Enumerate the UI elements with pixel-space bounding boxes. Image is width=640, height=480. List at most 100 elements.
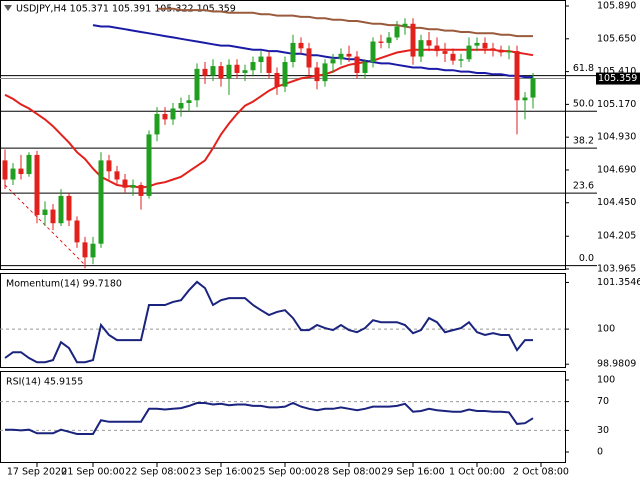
y-tick-label: 103.965: [597, 264, 636, 275]
fib-label: 23.6: [573, 181, 594, 192]
indicator-line: [4, 280, 533, 364]
rsi-title: RSI(14) 45.9155: [6, 377, 83, 388]
y-tick-label: 70: [597, 396, 609, 407]
candle-body: [506, 51, 512, 53]
candle-body: [362, 62, 368, 73]
candle-body: [378, 41, 384, 43]
candle-body: [298, 42, 304, 49]
candle-body: [146, 134, 152, 196]
y-tick-label: 105.650: [597, 33, 636, 44]
candle-body: [482, 42, 488, 49]
candle-body: [98, 160, 104, 244]
candle-body: [226, 64, 232, 79]
candle-body: [2, 160, 8, 180]
candle-body: [34, 154, 40, 216]
candle-body: [410, 23, 416, 57]
main-panel: [0, 0, 566, 270]
candle-body: [242, 70, 248, 73]
y-tick-label: 0: [597, 447, 603, 458]
candle-body: [450, 53, 456, 61]
candle-body: [114, 171, 120, 180]
x-tick-label: 2 Oct 08:00: [513, 467, 569, 478]
fib-label: 61.8: [573, 63, 594, 74]
candle-body: [290, 42, 296, 63]
candle-body: [426, 40, 432, 46]
x-tick-label: 21 Sep 00:00: [61, 467, 124, 478]
candle-body: [130, 184, 136, 188]
fib-label: 50.0: [573, 99, 594, 110]
x-tick-label: 23 Sep 16:00: [189, 467, 252, 478]
y-tick-label: 101.3546: [597, 277, 640, 288]
candle-body: [42, 209, 48, 216]
y-tick-label: 104.450: [597, 197, 636, 208]
momentum-title: Momentum(14) 99.7180: [6, 279, 122, 290]
candle-body: [442, 51, 448, 54]
candle-body: [338, 53, 344, 60]
rsi-panel: [0, 371, 566, 463]
candle-body: [170, 108, 176, 120]
candle-body: [402, 23, 408, 27]
candle-body: [250, 62, 256, 71]
candle-body: [306, 48, 312, 68]
candle-body: [394, 26, 400, 38]
last-price-label: 105.359: [598, 73, 637, 84]
x-tick-label: 17 Sep 2020: [7, 467, 67, 478]
last-price-box: [596, 72, 640, 85]
candle-body: [274, 72, 280, 87]
candle-body: [490, 48, 496, 50]
y-tick-label: 105.170: [597, 99, 636, 110]
candle-body: [18, 168, 24, 175]
main-title: USDJPY,H4 105.371 105.391 105.322 105.35…: [16, 4, 236, 15]
candle-body: [258, 56, 264, 63]
candle-body: [26, 154, 32, 175]
candle-body: [330, 59, 336, 64]
candle-body: [370, 41, 376, 63]
candle-body: [58, 195, 64, 224]
y-tick-label: 30: [597, 425, 609, 436]
candle-body: [266, 56, 272, 73]
y-tick-label: 105.890: [597, 1, 636, 12]
candle-body: [138, 184, 144, 196]
candle-body: [82, 242, 88, 258]
candle-body: [66, 195, 72, 221]
candle-body: [162, 113, 168, 120]
candle-body: [122, 179, 128, 188]
candle-body: [346, 53, 352, 57]
candle-body: [106, 160, 112, 172]
y-tick-label: 104.205: [597, 231, 636, 242]
candle-body: [314, 67, 320, 82]
candle-body: [74, 220, 80, 243]
fib-label: 38.2: [573, 136, 594, 147]
moving-average: [92, 24, 533, 79]
indicator-line: [5, 401, 534, 435]
candle-body: [434, 45, 440, 52]
candle-body: [498, 49, 504, 53]
candle-body: [530, 78, 536, 98]
y-tick-label: 105.410: [597, 66, 636, 77]
x-tick-label: 28 Sep 08:00: [317, 467, 380, 478]
candle-body: [210, 66, 216, 76]
candle-body: [186, 100, 192, 104]
y-tick-label: 100: [597, 324, 615, 335]
candle-body: [418, 40, 424, 57]
x-tick-label: 25 Sep 00:00: [253, 467, 316, 478]
candle-body: [322, 63, 328, 82]
candle-body: [194, 68, 200, 101]
candle-body: [474, 42, 480, 46]
candle-body: [386, 37, 392, 43]
y-tick-label: 104.930: [597, 132, 636, 143]
candle-body: [218, 66, 224, 79]
x-tick-label: 22 Sep 08:00: [125, 467, 188, 478]
y-tick-label: 104.690: [597, 164, 636, 175]
symbol-icon: [4, 5, 12, 11]
candle-body: [154, 113, 160, 135]
candle-body: [522, 97, 528, 101]
candle-body: [458, 59, 464, 61]
moving-average: [157, 7, 533, 38]
momentum-panel: [0, 273, 566, 368]
candle-body: [202, 68, 208, 76]
candle-body: [10, 168, 16, 180]
y-tick-label: 98.9809: [597, 359, 636, 370]
x-tick-label: 29 Sep 16:00: [381, 467, 444, 478]
